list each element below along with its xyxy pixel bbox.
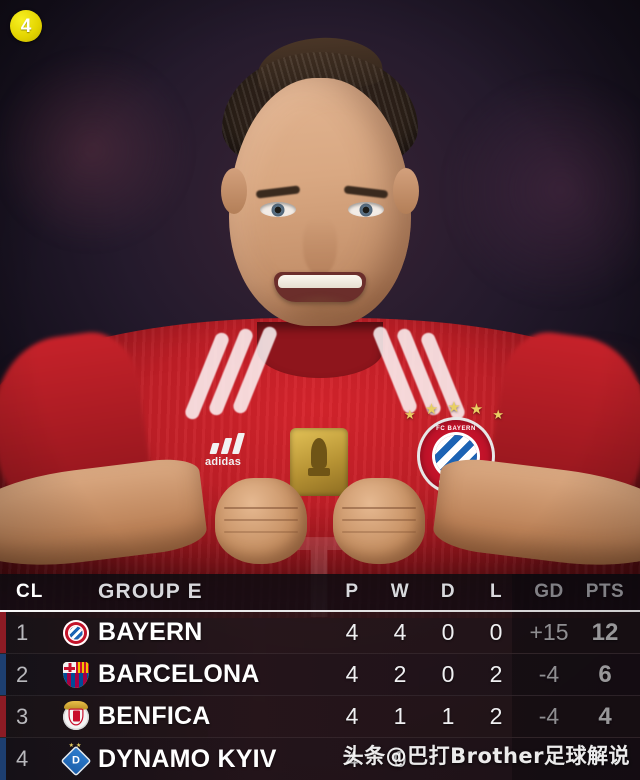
column-header-gd: GD bbox=[534, 581, 564, 602]
page-number-label: 4 bbox=[20, 15, 32, 37]
crest-stripes-quarter bbox=[76, 661, 89, 674]
iris bbox=[271, 203, 285, 216]
stat-points: 12 bbox=[591, 618, 619, 646]
team-crest-cell bbox=[54, 661, 98, 688]
column-header-group: GROUP E bbox=[98, 580, 203, 603]
stat-lost: 0 bbox=[489, 619, 503, 645]
bayern-crest-icon bbox=[63, 619, 89, 646]
adidas-bar bbox=[231, 433, 246, 454]
team-name: BAYERN bbox=[98, 618, 203, 646]
table-row[interactable]: 1 BAYERN 4 4 0 0 +15 12 bbox=[0, 612, 640, 654]
dynamo-kyiv-crest-icon: ★★ D bbox=[60, 743, 92, 777]
stat-won: 2 bbox=[393, 661, 407, 687]
player-chin bbox=[280, 296, 360, 330]
stat-drawn: 1 bbox=[441, 703, 455, 729]
team-crest-cell bbox=[54, 619, 98, 646]
club-world-cup-badge-icon bbox=[290, 428, 348, 496]
benfica-crest-icon bbox=[63, 700, 89, 730]
crest-letter: D bbox=[72, 754, 80, 766]
crest-diamond-pattern bbox=[69, 626, 83, 639]
watermark-text: 头条@巴打Brother足球解说 bbox=[342, 744, 630, 768]
crest-blaugrana-base bbox=[63, 673, 89, 688]
row-position: 3 bbox=[16, 703, 29, 729]
table-row[interactable]: 3 BENFICA 4 1 1 2 -4 4 bbox=[0, 696, 640, 738]
player-ear-right bbox=[393, 168, 419, 214]
stat-goal-difference: -4 bbox=[538, 703, 560, 729]
team-name: BENFICA bbox=[98, 702, 211, 730]
star-icon: ★ bbox=[469, 401, 484, 418]
star-icon: ★ bbox=[424, 401, 439, 418]
row-position: 1 bbox=[16, 619, 29, 645]
player-fist-right bbox=[333, 478, 425, 564]
stat-lost: 2 bbox=[489, 703, 503, 729]
barcelona-crest-icon bbox=[63, 661, 89, 688]
stat-goal-difference: -4 bbox=[538, 661, 560, 687]
stat-played: 4 bbox=[345, 661, 359, 687]
team-name: BARCELONA bbox=[98, 660, 260, 688]
teeth bbox=[278, 275, 362, 288]
adidas-wordmark: adidas bbox=[205, 456, 242, 468]
player-nose bbox=[303, 218, 337, 276]
table-header-row: CL GROUP E P W D L GD PTS bbox=[0, 574, 640, 612]
team-crest-cell bbox=[54, 700, 98, 730]
crest-shield bbox=[68, 708, 84, 726]
trophy-icon bbox=[311, 438, 327, 468]
stat-goal-difference: +15 bbox=[529, 619, 569, 645]
stat-played: 4 bbox=[345, 703, 359, 729]
column-header-p: P bbox=[345, 581, 359, 602]
stat-won: 4 bbox=[393, 619, 407, 645]
crest-top-text: FC BAYERN bbox=[436, 426, 476, 432]
team-name: DYNAMO KYIV bbox=[98, 744, 277, 773]
iris bbox=[359, 203, 373, 216]
star-icon: ★ bbox=[492, 407, 504, 422]
column-header-d: D bbox=[440, 581, 456, 602]
stat-lost: 2 bbox=[489, 661, 503, 687]
stat-points: 6 bbox=[598, 660, 612, 688]
page-number-badge-icon[interactable]: 4 bbox=[10, 10, 42, 42]
player-fist-left bbox=[215, 478, 307, 564]
team-crest-cell: ★★ D bbox=[54, 743, 98, 777]
player-ear-left bbox=[221, 168, 247, 214]
column-header-l: L bbox=[489, 581, 503, 602]
adidas-bar bbox=[220, 438, 233, 454]
stat-won: 1 bbox=[393, 703, 407, 729]
star-icon: ★ bbox=[447, 399, 461, 416]
column-header-pts: PTS bbox=[585, 581, 625, 602]
row-position: 4 bbox=[16, 746, 29, 771]
adidas-bar bbox=[209, 443, 220, 454]
row-position: 2 bbox=[16, 661, 29, 687]
adidas-logo-icon: adidas bbox=[203, 432, 259, 468]
table-row[interactable]: 2 BARCELONA 4 2 0 2 -4 6 bbox=[0, 654, 640, 696]
stat-played: 4 bbox=[345, 619, 359, 645]
stat-drawn: 0 bbox=[441, 619, 455, 645]
player-eye-left bbox=[260, 202, 296, 217]
jersey-stars: ★ ★ ★ ★ ★ bbox=[404, 399, 504, 421]
stat-drawn: 0 bbox=[441, 661, 455, 687]
column-header-cl: CL bbox=[16, 581, 44, 602]
crest-diamond: D bbox=[60, 744, 92, 777]
column-header-w: W bbox=[390, 581, 410, 602]
crest-cross-quarter bbox=[63, 661, 76, 674]
player-eye-right bbox=[348, 202, 384, 217]
stat-points: 4 bbox=[598, 702, 612, 730]
star-icon: ★ bbox=[404, 407, 416, 422]
